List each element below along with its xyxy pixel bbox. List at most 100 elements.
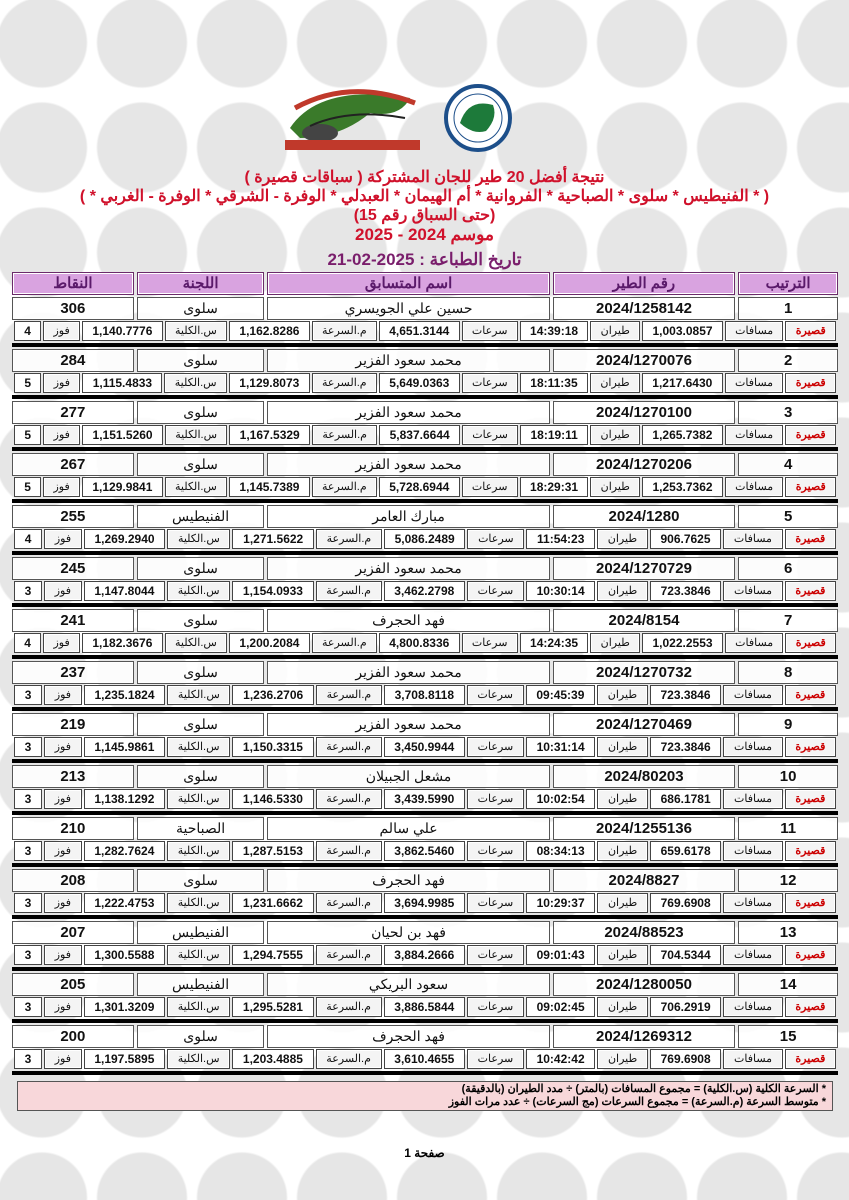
overall-speed-label: س.الكلية <box>167 893 231 913</box>
logos <box>280 78 530 158</box>
rank-cell: 14 <box>738 973 838 996</box>
wins-label: فوز <box>44 529 82 549</box>
speeds-label: سرعات <box>461 321 518 341</box>
table-header: الترتيب رقم الطير اسم المتسابق اللجنة ال… <box>12 272 838 295</box>
avg-speed-label: م.السرعة <box>311 373 377 393</box>
speeds-label: سرعات <box>461 633 518 653</box>
avg-speed-label: م.السرعة <box>311 477 377 497</box>
flight-label: طيران <box>597 997 648 1017</box>
col-name: اسم المتسابق <box>267 272 550 295</box>
avg-speed-label: م.السرعة <box>315 997 382 1017</box>
row-main: 5 2024/1280 مبارك العامر الفنيطيس 255 <box>12 505 838 528</box>
competitor-name-cell: حسين علي الجويسري <box>267 297 550 320</box>
report-title: نتيجة أفضل 20 طير للجان المشتركة ( سباقا… <box>244 169 605 186</box>
competitor-name-cell: فهد الحجرف <box>267 609 550 632</box>
row-main: 4 2024/1270206 محمد سعود الفزير سلوى 267 <box>12 453 838 476</box>
overall-speed-label: س.الكلية <box>167 529 231 549</box>
row-details: قصيرة مسافات 769.6908 طيران 10:42:42 سرعات 3,6… <box>12 1049 838 1069</box>
speeds-label: سرعات <box>467 997 524 1017</box>
points-cell: 210 <box>12 817 134 840</box>
overall-speed-label: س.الكلية <box>167 789 231 809</box>
avg-speed-value: 1,287.5153 <box>232 841 314 861</box>
competitor-name-cell: فهد بن لحيان <box>267 921 550 944</box>
rank-cell: 13 <box>738 921 838 944</box>
row-details: قصيرة مسافات 1,217.6430 طيران 18:11:35 سرعات 5… <box>12 373 838 393</box>
avg-speed-label: م.السرعة <box>315 581 382 601</box>
race-type-label: قصيرة <box>784 997 836 1017</box>
distance-value: 769.6908 <box>649 893 722 913</box>
row-main: 6 2024/1270729 محمد سعود الفزير سلوى 245 <box>12 557 838 580</box>
wins-label: فوز <box>44 581 82 601</box>
speeds-total-value: 5,086.2489 <box>383 529 466 549</box>
rank-cell: 5 <box>738 505 838 528</box>
wins-value: 3 <box>14 1049 43 1069</box>
speeds-label: سرعات <box>461 373 518 393</box>
avg-speed-label: م.السرعة <box>315 841 382 861</box>
distances-label: مسافات <box>723 893 783 913</box>
table-row: 4 2024/1270206 محمد سعود الفزير سلوى 267 قصير… <box>12 453 838 503</box>
wins-value: 5 <box>14 425 42 445</box>
distance-value: 1,253.7362 <box>642 477 723 497</box>
wins-label: فوز <box>43 373 81 393</box>
wins-value: 3 <box>14 841 43 861</box>
rank-cell: 3 <box>738 401 838 424</box>
race-line: (حتى السباق رقم 15) <box>353 207 496 224</box>
overall-speed-label: س.الكلية <box>167 737 231 757</box>
overall-speed-label: س.الكلية <box>164 633 228 653</box>
ring-number-cell: 2024/88523 <box>552 921 736 944</box>
flight-time-value: 18:29:31 <box>519 477 589 497</box>
row-main: 8 2024/1270732 محمد سعود الفزير سلوى 237 <box>12 661 838 684</box>
table-row: 5 2024/1280 مبارك العامر الفنيطيس 255 قصيرة مس… <box>12 505 838 555</box>
overall-speed-value: 1,300.5588 <box>83 945 166 965</box>
speeds-total-value: 3,439.5990 <box>383 789 465 809</box>
table-row: 15 2024/1269312 فهد الحجرف سلوى 200 قصيرة مساف… <box>12 1025 838 1075</box>
overall-speed-label: س.الكلية <box>167 841 231 861</box>
speeds-total-value: 3,886.5844 <box>383 997 465 1017</box>
race-type-label: قصيرة <box>784 789 836 809</box>
flight-time-value: 10:31:14 <box>525 737 596 757</box>
wins-value: 3 <box>14 581 43 601</box>
report-header: نتيجة أفضل 20 طير للجان المشتركة ( سباقا… <box>0 168 849 244</box>
ring-number-cell: 2024/8154 <box>552 609 736 632</box>
speeds-total-value: 3,462.2798 <box>383 581 465 601</box>
flight-label: طيران <box>590 477 641 497</box>
overall-speed-value: 1,282.7624 <box>83 841 166 861</box>
distances-label: مسافات <box>724 321 784 341</box>
table-row: 8 2024/1270732 محمد سعود الفزير سلوى 237 قصير… <box>12 661 838 711</box>
rank-cell: 4 <box>738 453 838 476</box>
avg-speed-label: م.السرعة <box>315 1049 382 1069</box>
points-cell: 208 <box>12 869 134 892</box>
race-type-label: قصيرة <box>784 581 836 601</box>
table-row: 12 2024/8827 فهد الحجرف سلوى 208 قصيرة مسافات 7… <box>12 869 838 919</box>
ring-number-cell: 2024/1280 <box>552 505 736 528</box>
ring-number-cell: 2024/1270076 <box>552 349 736 372</box>
rank-cell: 1 <box>738 297 838 320</box>
committee-cell: سلوى <box>136 453 265 476</box>
committee-cell: سلوى <box>136 297 265 320</box>
speeds-label: سرعات <box>467 1049 524 1069</box>
avg-speed-value: 1,167.5329 <box>229 425 311 445</box>
points-cell: 205 <box>12 973 134 996</box>
rank-cell: 2 <box>738 349 838 372</box>
race-type-label: قصيرة <box>785 477 836 497</box>
wins-label: فوز <box>44 893 82 913</box>
flight-label: طيران <box>597 789 648 809</box>
committee-cell: سلوى <box>136 869 265 892</box>
distances-label: مسافات <box>724 633 784 653</box>
distances-label: مسافات <box>723 997 783 1017</box>
flight-time-value: 10:42:42 <box>525 1049 596 1069</box>
note-average-speed: * متوسط السرعة (م.السرعة) = مجموع السرعا… <box>448 1096 826 1108</box>
flight-time-value: 09:01:43 <box>525 945 596 965</box>
wins-value: 3 <box>14 737 43 757</box>
row-main: 7 2024/8154 فهد الحجرف سلوى 241 <box>12 609 838 632</box>
points-cell: 207 <box>12 921 134 944</box>
committee-cell: سلوى <box>136 661 265 684</box>
flight-time-value: 14:39:18 <box>519 321 589 341</box>
distance-value: 769.6908 <box>649 1049 722 1069</box>
race-type-label: قصيرة <box>784 841 836 861</box>
wins-value: 5 <box>13 477 42 497</box>
speeds-total-value: 5,649.0363 <box>378 373 460 393</box>
avg-speed-value: 1,162.8286 <box>229 321 310 341</box>
wins-value: 3 <box>14 945 43 965</box>
overall-speed-value: 1,197.5895 <box>83 1049 166 1069</box>
